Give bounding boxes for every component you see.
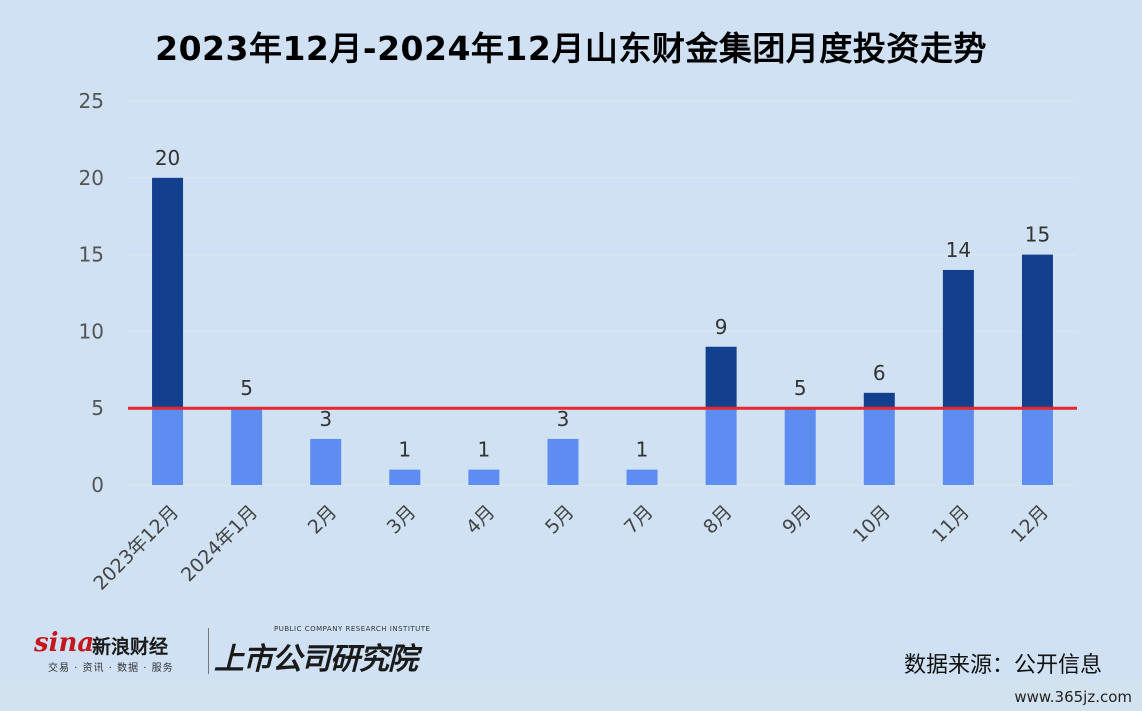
bar-lower-0 — [152, 408, 184, 485]
x-tick-label-2: 2月 — [304, 501, 342, 539]
bar-lower-3 — [389, 469, 421, 485]
data-label-11: 15 — [1025, 223, 1050, 247]
data-source: 数据来源：公开信息 — [903, 653, 1102, 678]
data-label-5: 3 — [557, 407, 570, 431]
bar-upper-0 — [152, 177, 184, 409]
y-tick-label-5: 25 — [79, 89, 104, 113]
bar-lower-8 — [784, 408, 816, 485]
data-label-1: 5 — [240, 376, 253, 400]
gridlines — [128, 100, 1077, 486]
bar-lower-5 — [547, 438, 579, 485]
bar-lower-11 — [1021, 408, 1053, 485]
x-tick-label-10: 11月 — [928, 501, 974, 547]
x-tick-label-9: 10月 — [849, 501, 895, 547]
bar-upper-9 — [863, 392, 895, 409]
logo-divider — [208, 628, 209, 674]
data-label-8: 5 — [794, 376, 807, 400]
data-labels: 20 5 3 1 1 3 1 9 5 6 14 15 — [155, 146, 1050, 462]
x-tick-label-8: 9月 — [778, 501, 816, 539]
sina-wordmark: sina — [34, 628, 95, 658]
sina-finance-name: 新浪财经 — [92, 636, 169, 658]
watermark: www.365jz.com — [1014, 688, 1132, 706]
data-label-9: 6 — [873, 361, 886, 385]
bars — [152, 177, 1053, 485]
chart-title: 2023年12月-2024年12月山东财金集团月度投资走势 — [155, 29, 987, 68]
bar-lower-10 — [942, 408, 974, 485]
bottom-strip — [0, 680, 1142, 711]
x-tick-label-0: 2023年12月 — [89, 501, 183, 595]
y-tick-label-4: 20 — [79, 166, 104, 190]
x-tick-label-1: 2024年1月 — [177, 501, 262, 586]
x-tick-label-5: 5月 — [541, 501, 579, 539]
bar-lower-1 — [231, 408, 263, 485]
bar-lower-7 — [705, 408, 737, 485]
y-tick-label-2: 10 — [79, 319, 104, 343]
sina-tagline: 交易 · 资讯 · 数据 · 服务 — [48, 663, 174, 674]
research-institute-logo: PUBLIC COMPANY RESEARCH INSTITUTE 上市公司研究… — [214, 624, 454, 677]
bar-upper-7 — [705, 346, 737, 409]
data-label-10: 14 — [946, 238, 971, 262]
bar-chart: 0 5 10 15 20 25 20 5 3 1 1 3 1 9 5 6 14 15 2023年12月2024年… — [79, 89, 1077, 595]
data-label-2: 3 — [319, 407, 332, 431]
bar-lower-9 — [863, 408, 895, 485]
x-tick-label-6: 7月 — [620, 501, 658, 539]
bar-upper-10 — [942, 269, 974, 409]
x-tick-label-4: 4月 — [462, 501, 500, 539]
bar-lower-2 — [310, 438, 342, 485]
x-tick-label-3: 3月 — [383, 501, 421, 539]
bar-upper-11 — [1021, 254, 1053, 409]
bar-lower-4 — [468, 469, 500, 485]
x-tick-label-7: 8月 — [699, 501, 737, 539]
institute-chinese-name: 上市公司研究院 — [214, 642, 418, 677]
sina-finance-logo: sina 新浪财经 交易 · 资讯 · 数据 · 服务 — [28, 624, 198, 676]
y-axis-ticks: 0 5 10 15 20 25 — [79, 89, 104, 497]
x-tick-label-11: 12月 — [1007, 501, 1053, 547]
data-label-6: 1 — [636, 438, 649, 462]
bar-lower-6 — [626, 469, 658, 485]
data-label-7: 9 — [715, 315, 728, 339]
y-tick-label-3: 15 — [79, 243, 104, 267]
data-label-4: 1 — [478, 438, 491, 462]
institute-english-name: PUBLIC COMPANY RESEARCH INSTITUTE — [274, 625, 431, 633]
data-label-3: 1 — [398, 438, 411, 462]
y-tick-label-1: 5 — [91, 396, 104, 420]
data-label-0: 20 — [155, 146, 180, 170]
y-tick-label-0: 0 — [91, 473, 104, 497]
